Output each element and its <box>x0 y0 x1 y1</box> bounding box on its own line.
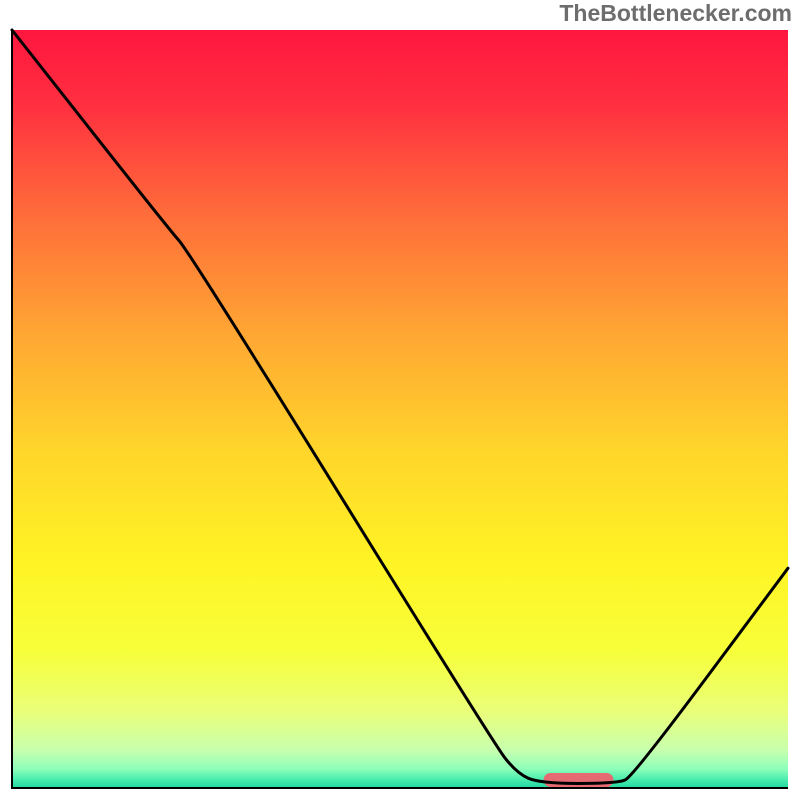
gradient-background <box>12 30 788 788</box>
watermark-label: TheBottlenecker.com <box>559 0 792 27</box>
chart-canvas <box>0 0 800 800</box>
bottleneck-chart: TheBottlenecker.com <box>0 0 800 800</box>
